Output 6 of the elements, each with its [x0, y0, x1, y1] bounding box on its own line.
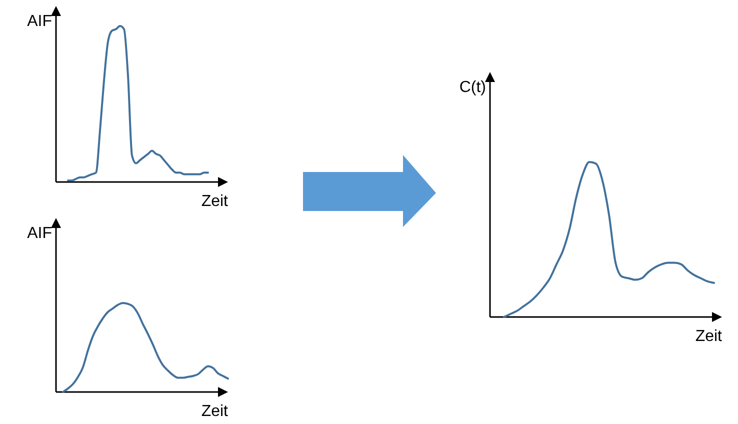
x-axis-title: Zeit [201, 403, 229, 420]
x-axis-title: Zeit [695, 328, 723, 345]
y-axis-title: AIF [27, 225, 52, 242]
y-axis-title: C(t) [459, 79, 486, 96]
y-axis-title: AIF [27, 13, 52, 30]
x-axis-title: Zeit [201, 193, 229, 210]
